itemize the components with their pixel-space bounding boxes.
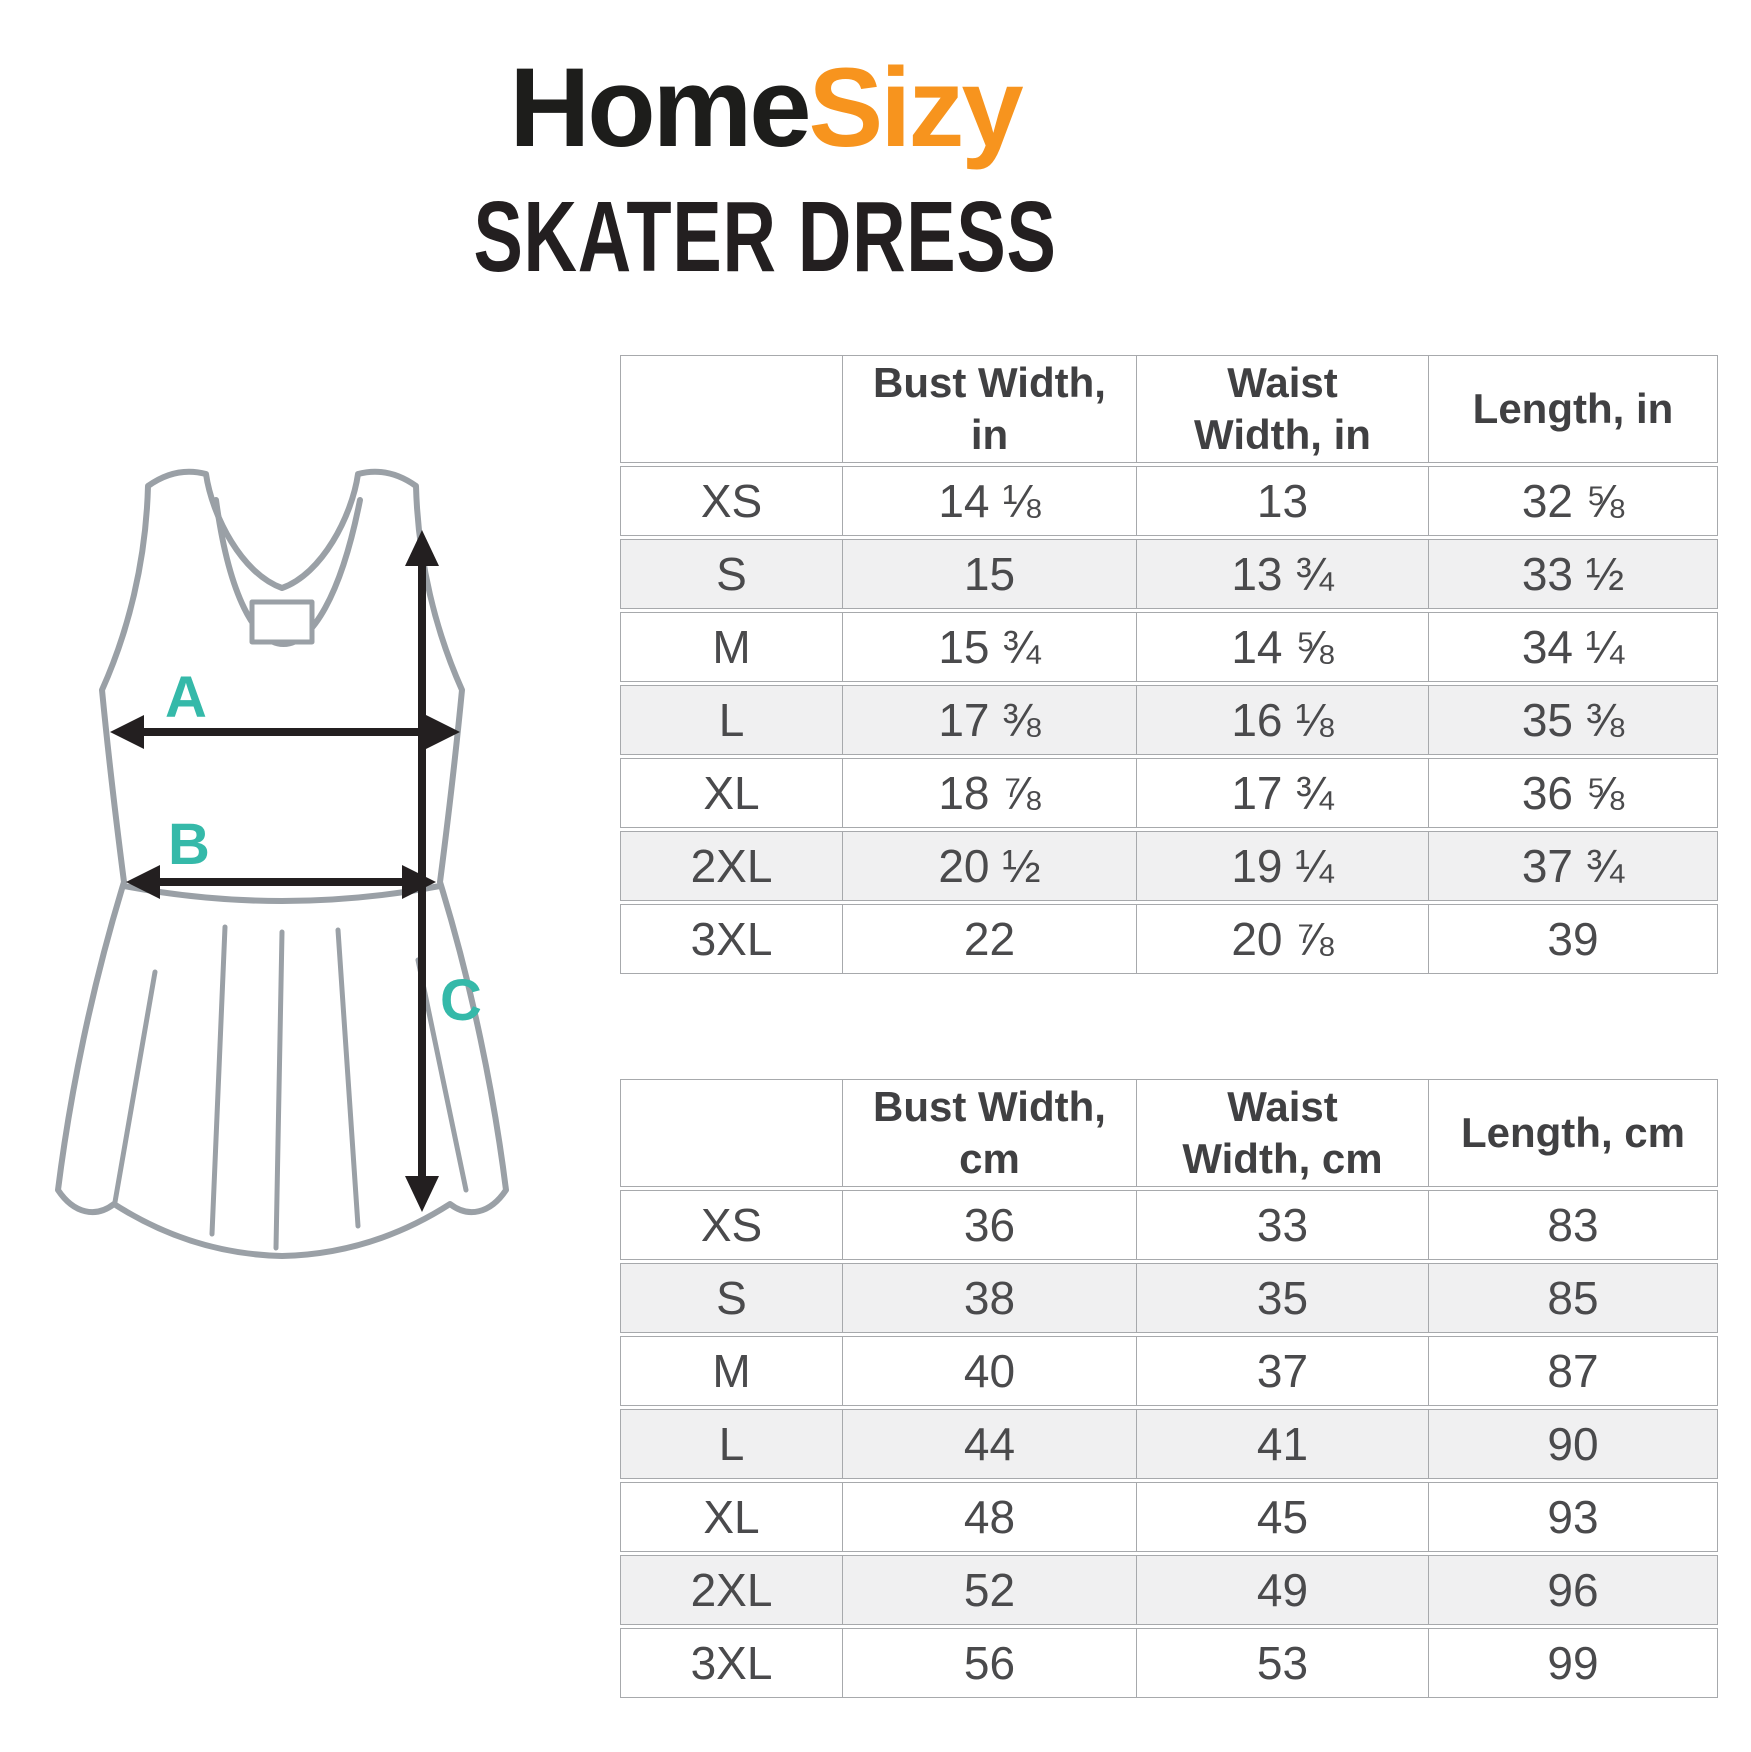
value-cell: 19 ¼ [1136, 831, 1428, 901]
column-header: Bust Width, in [842, 355, 1136, 463]
value-cell: 13 ¾ [1136, 539, 1428, 609]
value-cell: 32 ⅝ [1428, 466, 1718, 536]
size-label-cell: 2XL [620, 831, 842, 901]
waist-label: B [168, 812, 210, 877]
table-row: M 15 ¾ 14 ⅝ 34 ¼ [620, 612, 1718, 682]
size-label-cell: L [620, 1409, 842, 1479]
brand-logo: HomeSizy [0, 46, 1530, 169]
value-cell: 34 ¼ [1428, 612, 1718, 682]
value-cell: 52 [842, 1555, 1136, 1625]
bust-width-arrow [110, 715, 460, 749]
size-label-cell: XL [620, 1482, 842, 1552]
value-cell: 14 ⅝ [1136, 612, 1428, 682]
header: HomeSizy SKATER DRESS [0, 46, 1530, 287]
bust-label: A [165, 665, 207, 730]
value-cell: 15 [842, 539, 1136, 609]
value-cell: 87 [1428, 1336, 1718, 1406]
column-header: Length, in [1428, 355, 1718, 463]
length-arrow [405, 530, 439, 1212]
size-label-cell: S [620, 539, 842, 609]
value-cell: 90 [1428, 1409, 1718, 1479]
value-cell: 16 ⅛ [1136, 685, 1428, 755]
size-label-cell: XL [620, 758, 842, 828]
size-label-cell: 2XL [620, 1555, 842, 1625]
value-cell: 49 [1136, 1555, 1428, 1625]
column-header: Bust Width, cm [842, 1079, 1136, 1187]
value-cell: 40 [842, 1336, 1136, 1406]
neck-tag [249, 599, 315, 645]
value-cell: 17 ⅜ [842, 685, 1136, 755]
value-cell: 17 ¾ [1136, 758, 1428, 828]
table-row: S 38 35 85 [620, 1263, 1718, 1333]
value-cell: 33 [1136, 1190, 1428, 1260]
table-row: 3XL 56 53 99 [620, 1628, 1718, 1698]
value-cell: 36 ⅝ [1428, 758, 1718, 828]
table-row: XL 48 45 93 [620, 1482, 1718, 1552]
table-row: XS 14 ⅛ 13 32 ⅝ [620, 466, 1718, 536]
value-cell: 39 [1428, 904, 1718, 974]
table-row: 2XL 20 ½ 19 ¼ 37 ¾ [620, 831, 1718, 901]
value-cell: 85 [1428, 1263, 1718, 1333]
table-row: XS 36 33 83 [620, 1190, 1718, 1260]
value-cell: 56 [842, 1628, 1136, 1698]
length-label: C [440, 968, 482, 1033]
brand-logo-sizy: Sizy [808, 45, 1024, 170]
size-label-cell: 3XL [620, 904, 842, 974]
value-cell: 33 ½ [1428, 539, 1718, 609]
column-header: Waist Width, cm [1136, 1079, 1428, 1187]
value-cell: 35 [1136, 1263, 1428, 1333]
value-cell: 41 [1136, 1409, 1428, 1479]
value-cell: 37 ¾ [1428, 831, 1718, 901]
page-title: SKATER DRESS [473, 181, 1057, 294]
size-label-cell: S [620, 1263, 842, 1333]
column-header: Waist Width, in [1136, 355, 1428, 463]
header-row: Bust Width, cm Waist Width, cm Length, cm [620, 1079, 1718, 1187]
brand-logo-home: Home [509, 45, 811, 170]
size-table-inches: Bust Width, in Waist Width, in Length, in … [620, 352, 1718, 977]
value-cell: 83 [1428, 1190, 1718, 1260]
table-row: L 44 41 90 [620, 1409, 1718, 1479]
size-label-cell: M [620, 1336, 842, 1406]
value-cell: 13 [1136, 466, 1428, 536]
value-cell: 35 ⅜ [1428, 685, 1718, 755]
size-column-header [620, 1079, 842, 1187]
value-cell: 15 ¾ [842, 612, 1136, 682]
column-header: Length, cm [1428, 1079, 1718, 1187]
value-cell: 44 [842, 1409, 1136, 1479]
size-label-cell: 3XL [620, 1628, 842, 1698]
value-cell: 20 ½ [842, 831, 1136, 901]
size-label-cell: XS [620, 1190, 842, 1260]
value-cell: 37 [1136, 1336, 1428, 1406]
value-cell: 20 ⅞ [1136, 904, 1428, 974]
value-cell: 93 [1428, 1482, 1718, 1552]
value-cell: 45 [1136, 1482, 1428, 1552]
waist-seam [121, 883, 443, 904]
size-label-cell: M [620, 612, 842, 682]
size-label-cell: XS [620, 466, 842, 536]
header-row: Bust Width, in Waist Width, in Length, in [620, 355, 1718, 463]
table-row: 3XL 22 20 ⅞ 39 [620, 904, 1718, 974]
value-cell: 48 [842, 1482, 1136, 1552]
table-row: XL 18 ⅞ 17 ¾ 36 ⅝ [620, 758, 1718, 828]
measurement-arrows [110, 530, 460, 1212]
size-label-cell: L [620, 685, 842, 755]
size-column-header [620, 355, 842, 463]
table-row: S 15 13 ¾ 33 ½ [620, 539, 1718, 609]
table-row: 2XL 52 49 96 [620, 1555, 1718, 1625]
table-row: M 40 37 87 [620, 1336, 1718, 1406]
dress-outline [55, 468, 509, 1259]
dress-silhouette [55, 468, 509, 1259]
dress-measurement-diagram: A B C [55, 468, 509, 1259]
size-table-cm: Bust Width, cm Waist Width, cm Length, cm … [620, 1076, 1718, 1701]
value-cell: 96 [1428, 1555, 1718, 1625]
value-cell: 36 [842, 1190, 1136, 1260]
value-cell: 38 [842, 1263, 1136, 1333]
value-cell: 53 [1136, 1628, 1428, 1698]
table-row: L 17 ⅜ 16 ⅛ 35 ⅜ [620, 685, 1718, 755]
value-cell: 22 [842, 904, 1136, 974]
value-cell: 18 ⅞ [842, 758, 1136, 828]
value-cell: 99 [1428, 1628, 1718, 1698]
value-cell: 14 ⅛ [842, 466, 1136, 536]
